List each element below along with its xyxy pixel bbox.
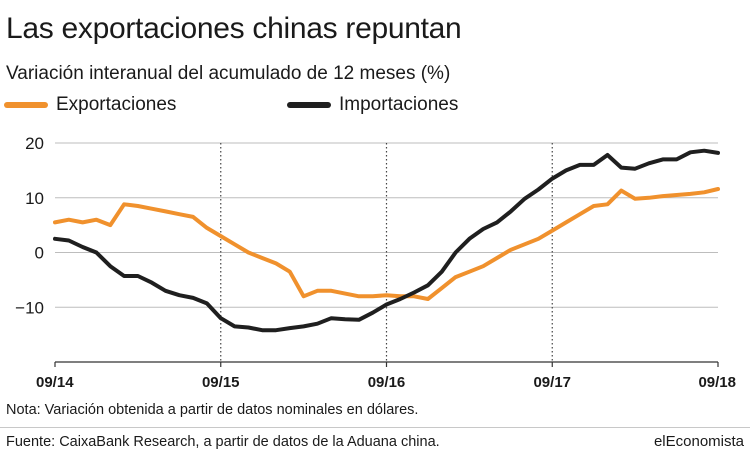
x-tick-label-4: 09/18 [698, 374, 736, 391]
imports-line [53, 148, 720, 333]
y-tick-label-1: 10 [25, 189, 44, 208]
exports-line [53, 187, 720, 301]
chart-source: Fuente: CaixaBank Research, a partir de … [6, 434, 440, 450]
chart-subtitle: Variación interanual del acumulado de 12… [6, 63, 451, 84]
legend-swatch-imports [287, 102, 331, 108]
y-tick-label-2: 0 [35, 244, 44, 263]
legend-swatch-exports [4, 102, 48, 108]
legend-label-imports: Importaciones [339, 94, 459, 115]
publisher-brand: elEconomista [653, 433, 744, 450]
x-tick-label-2: 09/16 [368, 374, 406, 391]
y-tick-label-3: −10 [15, 298, 44, 317]
legend: Exportaciones Importaciones [0, 94, 750, 124]
x-tick-label-1: 09/15 [202, 374, 240, 391]
legend-item-exports: Exportaciones [4, 94, 176, 116]
legend-label-exports: Exportaciones [56, 94, 177, 115]
x-tick-label-3: 09/17 [533, 374, 571, 391]
line-chart: 20 10 0 −10 09/14 09/15 09/16 09/17 09/18 [15, 134, 736, 391]
y-tick-label-0: 20 [25, 134, 44, 153]
chart-note: Nota: Variación obtenida a partir de dat… [6, 402, 419, 418]
footer-divider [0, 427, 750, 428]
legend-item-imports: Importaciones [287, 94, 458, 116]
chart-title: Las exportaciones chinas repuntan [6, 12, 462, 45]
x-tick-label-0: 09/14 [36, 374, 74, 391]
